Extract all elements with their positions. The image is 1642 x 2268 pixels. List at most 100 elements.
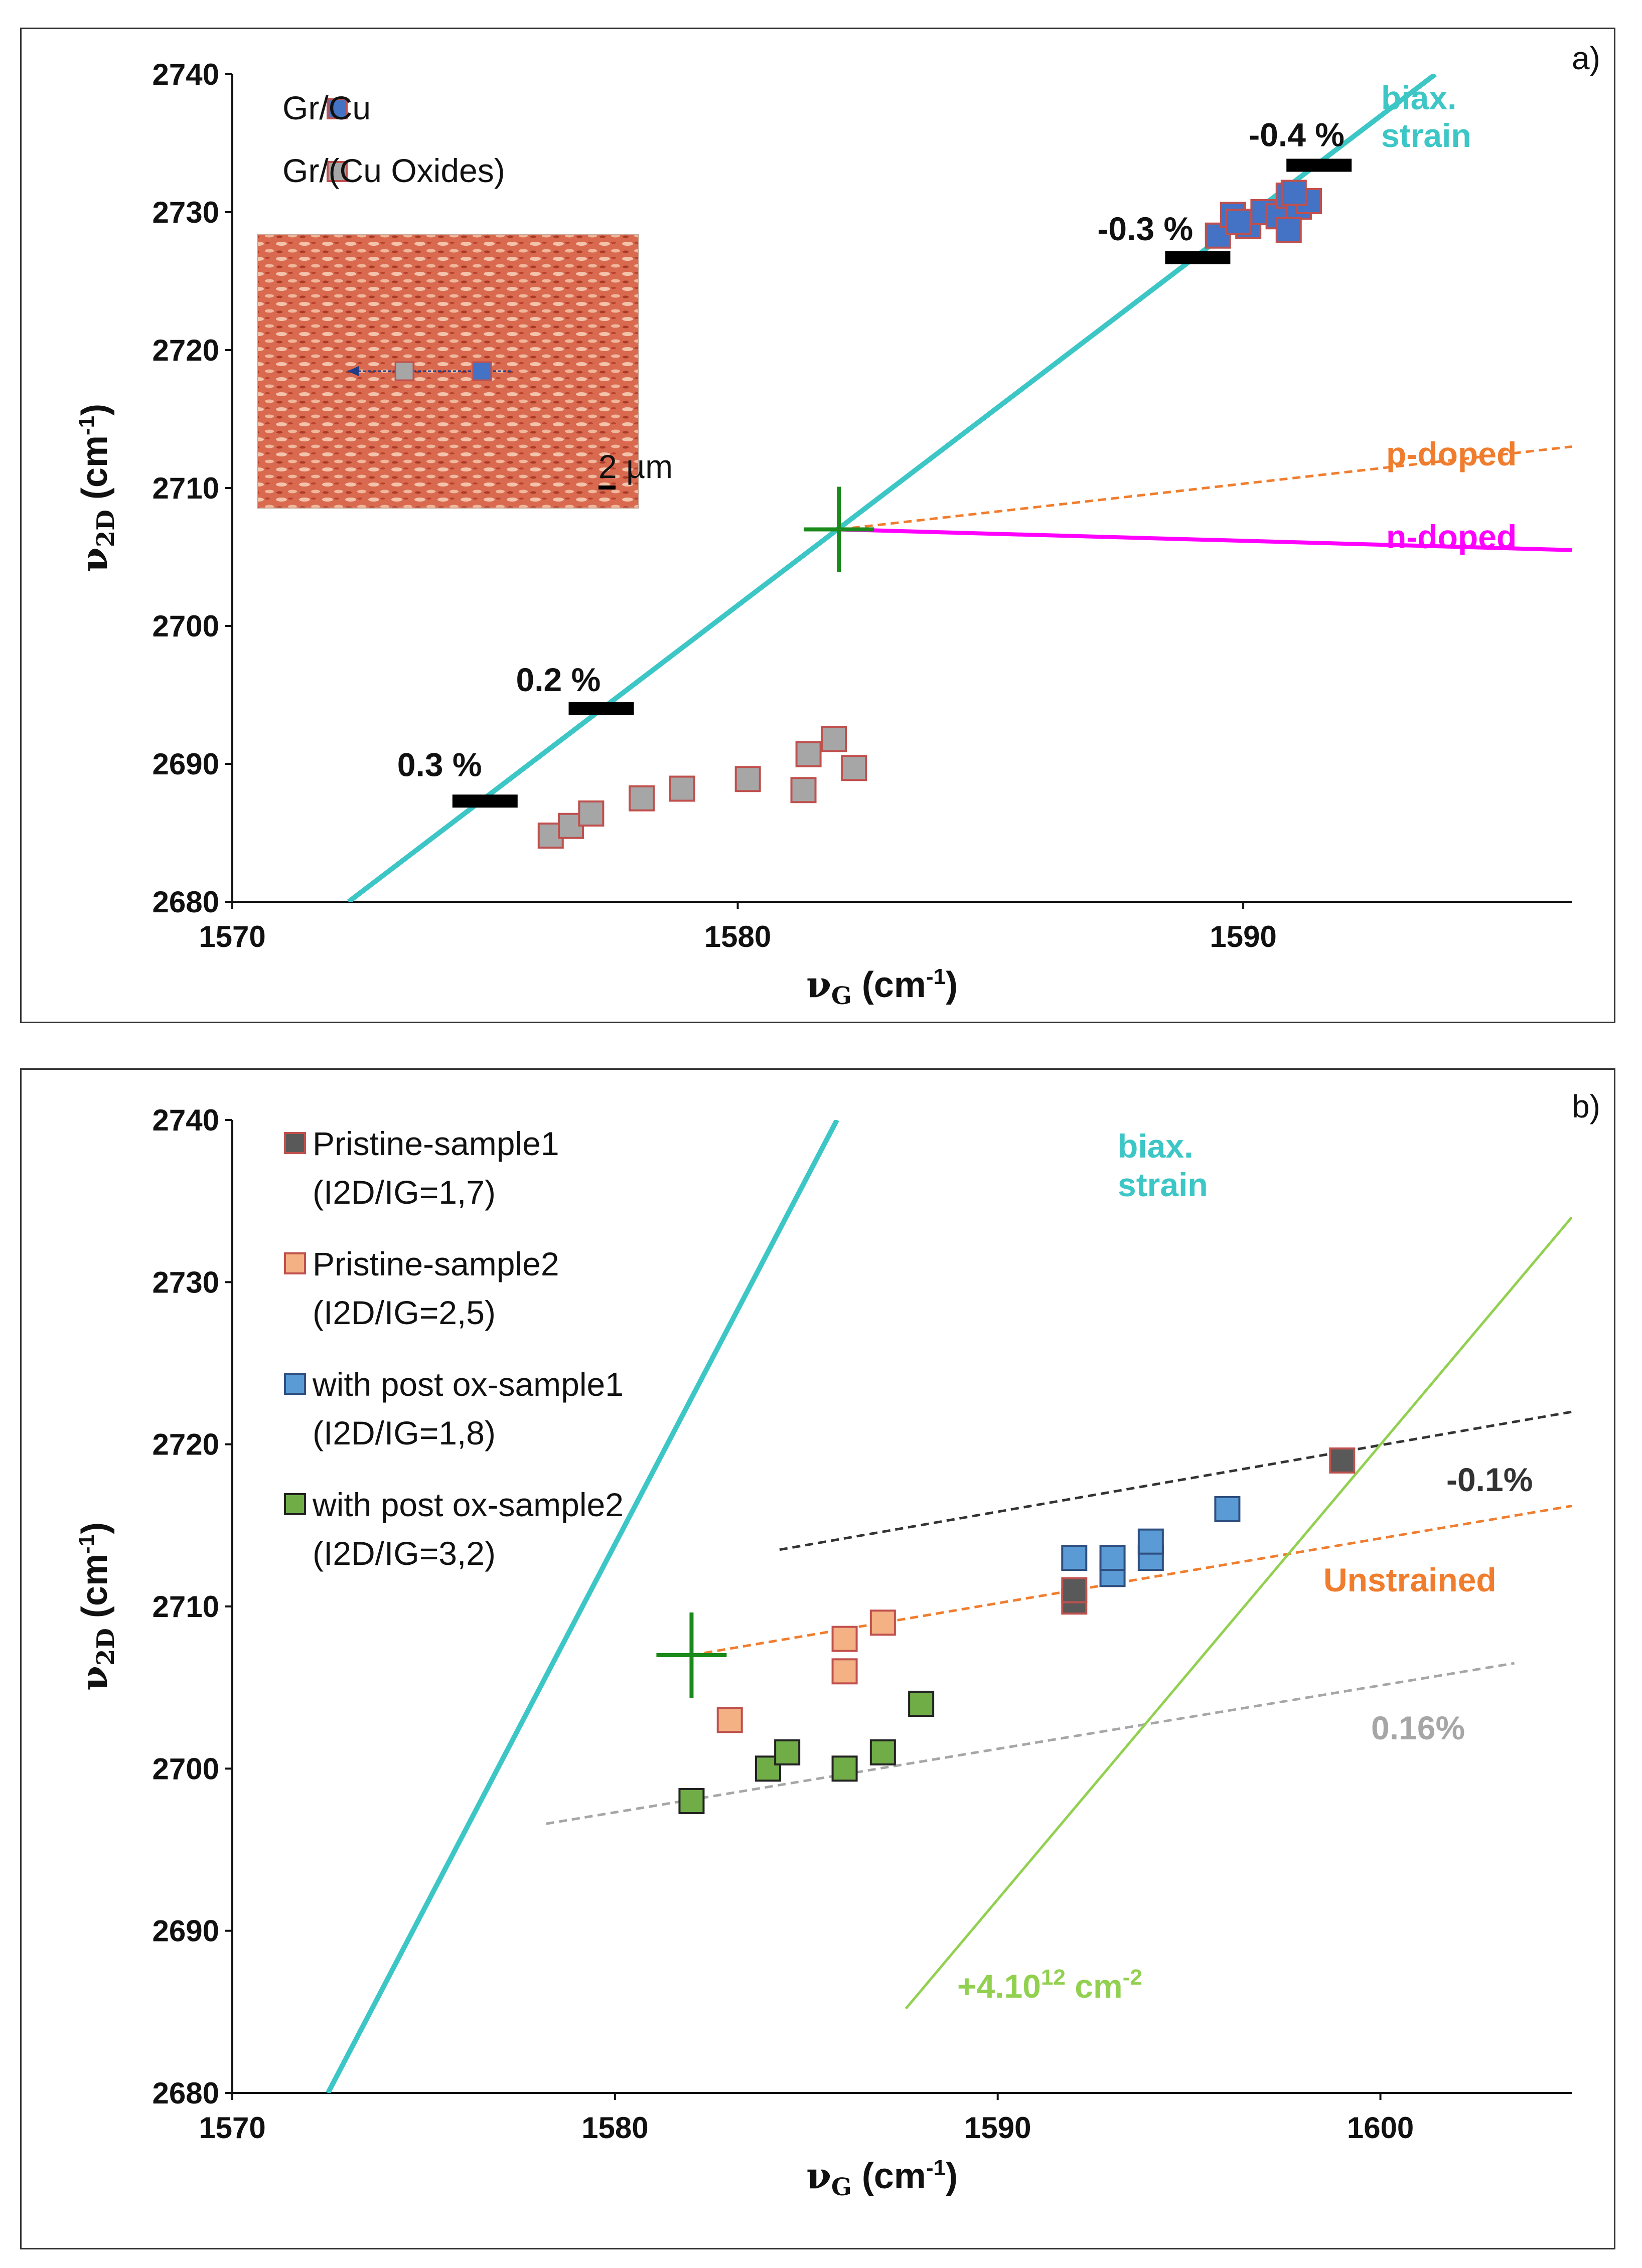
data-point [790, 777, 817, 803]
line-biax-strain [326, 1120, 839, 2093]
biax-label-line1: biax. [1381, 79, 1456, 116]
strain-marker [568, 702, 634, 715]
data-point [629, 785, 655, 812]
p016-label: 0.16% [1371, 1709, 1465, 1746]
y-tick-label: 2720 [153, 1428, 219, 1462]
data-point [734, 766, 761, 792]
plot-area [347, 74, 1572, 902]
legend-label: Gr/Cu [282, 89, 371, 126]
line--0-1- [779, 1410, 1572, 1551]
inset-scale-label: 2 µm [599, 448, 673, 485]
strain-marker-label: -0.3 % [1097, 210, 1193, 247]
data-point [678, 1788, 705, 1814]
x-tick-label: 1590 [1210, 920, 1276, 953]
inset-border [257, 234, 639, 509]
x-tick-label: 1590 [964, 2111, 1031, 2145]
p-doped-label: p-doped [1386, 435, 1517, 472]
data-point [716, 1707, 743, 1733]
panel-b: b) 2680 2690 2700 2710 2720 2730 2740 1570 1580 15… [20, 1068, 1615, 2249]
legend-label: with post ox-sample1 [312, 1366, 624, 1403]
strain-marker [452, 794, 518, 808]
chart-b: b) 2680 2690 2700 2710 2720 2730 2740 1570 1580 15… [73, 1088, 1600, 2201]
line--4-10-12-cm-2 [905, 1216, 1572, 2010]
strain-marker-label: -0.4 % [1249, 116, 1345, 153]
legend-swatch [327, 98, 348, 119]
y-tick-label: 2720 [153, 334, 219, 367]
chart-a: a) 2680 2690 2700 2710 2720 2730 2740 1570 1580 15… [73, 40, 1600, 1010]
inset-micrograph: 2 µm [257, 234, 673, 509]
data-point [1280, 180, 1307, 206]
data-point [869, 1739, 896, 1765]
x-tick-label: 1580 [704, 920, 771, 953]
legend-ratio: (I2D/IG=3,2) [313, 1535, 496, 1572]
data-point [669, 775, 695, 802]
y-tick-label: 2680 [153, 885, 219, 919]
legend-swatch [284, 1373, 306, 1395]
line-n-doped [838, 527, 1572, 552]
legend-ratio: (I2D/IG=2,5) [313, 1294, 496, 1331]
legend-swatch [284, 1493, 306, 1515]
legend-label: with post ox-sample2 [312, 1486, 624, 1523]
y-tick-label: 2710 [153, 471, 219, 505]
data-point [841, 755, 867, 781]
legend-label: Gr/(Cu Oxides) [282, 152, 505, 189]
data-point [1137, 1528, 1164, 1555]
line-p-doped [838, 445, 1572, 531]
strain-marker [1165, 251, 1231, 264]
data-point [1099, 1545, 1126, 1571]
data-point [869, 1609, 896, 1636]
y-tick-label: 2730 [153, 1265, 219, 1299]
y-tick-label: 2690 [153, 747, 219, 781]
line-0-16- [546, 1662, 1515, 1825]
x-axis-title: νG (cm-1) [806, 963, 958, 1010]
strain-marker [1286, 158, 1352, 172]
y-tick-label: 2700 [153, 609, 219, 643]
legend-ratio: (I2D/IG=1,7) [313, 1174, 496, 1211]
data-point [820, 726, 847, 752]
data-point [1225, 209, 1252, 235]
x-tick-label: 1580 [581, 2111, 648, 2145]
x-tick-label: 1570 [199, 920, 265, 953]
n-doped-label: n-doped [1386, 518, 1517, 555]
legend-swatch [284, 1252, 306, 1274]
data-point [795, 741, 822, 767]
data-point [1275, 217, 1302, 243]
biax-label-line1: biax. [1118, 1127, 1193, 1165]
y-tick-label: 2730 [153, 196, 219, 229]
x-tick-label: 1600 [1347, 2111, 1414, 2145]
data-point [774, 1739, 801, 1765]
data-point [1061, 1577, 1088, 1603]
data-point [831, 1658, 858, 1685]
legend-label: Pristine-sample2 [313, 1245, 559, 1282]
y-tick-label: 2740 [153, 1103, 219, 1137]
y-axis-title: ν2D (cm-1) [73, 1522, 120, 1691]
plot-area [326, 1120, 1572, 2093]
unstrained-label: Unstrained [1323, 1561, 1497, 1598]
strain-marker-label: 0.3 % [397, 746, 482, 783]
legend-label: Pristine-sample1 [313, 1125, 559, 1162]
panel-a: a) 2680 2690 2700 2710 2720 2730 2740 1570 1580 15… [20, 28, 1615, 1023]
inset-oxide-marker [394, 361, 414, 381]
data-point [831, 1626, 858, 1652]
data-point [1329, 1447, 1356, 1474]
data-point [1214, 1496, 1241, 1522]
biax-label-line2: strain [1381, 117, 1471, 154]
data-point [908, 1691, 935, 1717]
y-tick-label: 2710 [153, 1590, 219, 1624]
doping-label: +4.1012 cm-2 [957, 1965, 1142, 2005]
data-point [831, 1755, 858, 1782]
data-point [1061, 1545, 1088, 1571]
y-tick-label: 2690 [153, 1914, 219, 1948]
data-point [578, 800, 605, 827]
neg01-label: -0.1% [1446, 1461, 1533, 1498]
legend-ratio: (I2D/IG=1,8) [313, 1414, 496, 1451]
inset-arrowhead [348, 366, 359, 376]
inset-scale-bar [599, 485, 616, 490]
panel-label: a) [1572, 40, 1600, 76]
y-tick-label: 2700 [153, 1752, 219, 1786]
y-axis-title: ν2D (cm-1) [73, 404, 120, 572]
x-axis-title: νG (cm-1) [806, 2154, 958, 2201]
biax-label-line2: strain [1118, 1166, 1208, 1203]
x-tick-label: 1570 [199, 2111, 265, 2145]
panel-label: b) [1572, 1088, 1600, 1124]
